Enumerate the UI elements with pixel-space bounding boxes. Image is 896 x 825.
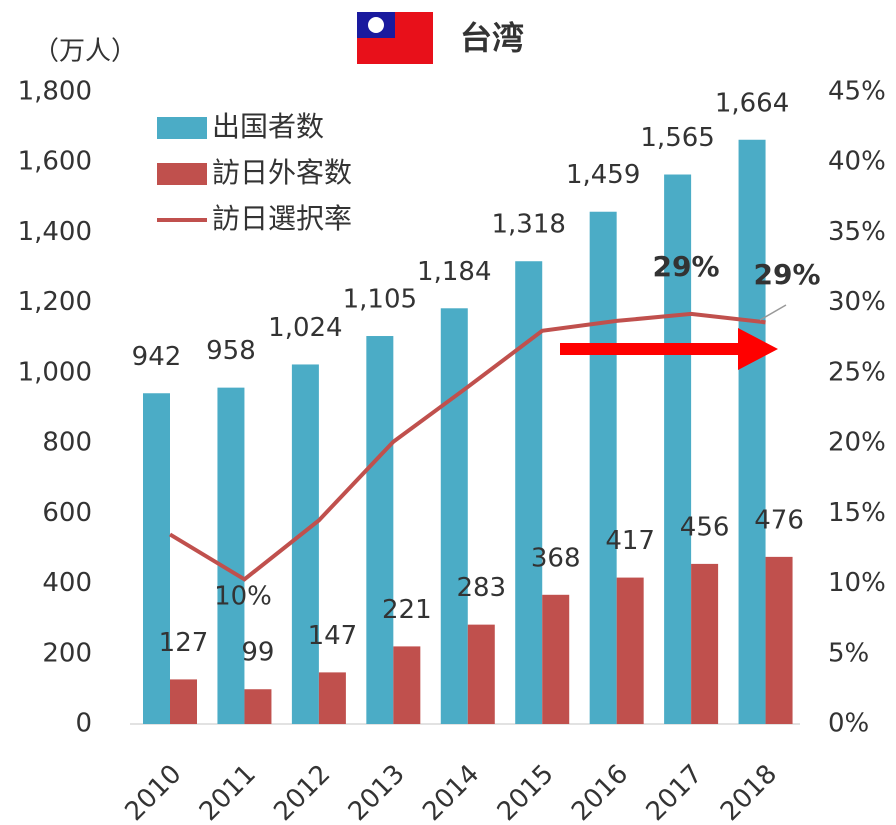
bar (467, 624, 495, 724)
y2-tick-label: 35% (828, 217, 886, 247)
y2-tick-label: 0% (828, 709, 869, 739)
legend-label: 出国者数 (212, 110, 324, 143)
bar-value-label: 456 (680, 512, 730, 542)
bar (589, 211, 617, 724)
y-tick-label: 1,000 (18, 357, 92, 387)
x-tick-label: 2014 (417, 759, 485, 825)
y-tick-label: 1,200 (18, 287, 92, 317)
y-tick-label: 400 (42, 568, 92, 598)
y2-tick-label: 25% (828, 357, 886, 387)
bar-value-label: 147 (308, 621, 358, 651)
bar-value-label: 942 (132, 342, 182, 372)
bar (291, 364, 319, 724)
bar-value-label: 127 (159, 628, 209, 658)
x-tick-label: 2018 (715, 759, 783, 825)
y-tick-label: 1,400 (18, 217, 92, 247)
legend-label: 訪日選択率 (212, 202, 352, 235)
line (168, 311, 766, 582)
y2-tick-label: 5% (828, 638, 869, 668)
y2-tick-label: 20% (828, 428, 886, 458)
bar (170, 679, 197, 724)
bar-value-label: 1,664 (715, 88, 789, 118)
bar-value-label: 1,105 (343, 285, 417, 315)
bar (143, 393, 170, 724)
bar (393, 646, 421, 724)
y2-tick-label: 40% (828, 147, 886, 177)
y2-tick-label: 15% (828, 498, 886, 528)
x-tick-label: 2011 (194, 759, 262, 825)
x-tick-label: 2013 (343, 759, 411, 825)
line-value-label: 10% (214, 582, 272, 612)
bar (616, 577, 644, 724)
x-tick-label: 2017 (641, 759, 709, 825)
y-tick-label: 600 (42, 498, 92, 528)
bar (440, 308, 468, 724)
bar-value-label: 417 (605, 526, 655, 556)
leader-line (759, 304, 787, 321)
legend-swatch (157, 163, 207, 185)
y-tick-label: 1,800 (18, 77, 92, 107)
bar (542, 594, 570, 724)
y-tick-label: 800 (42, 428, 92, 458)
y-tick-label: 200 (42, 638, 92, 668)
y-tick-label: 0 (75, 709, 92, 739)
y2-tick-label: 10% (828, 568, 886, 598)
bar (515, 261, 543, 724)
x-tick-label: 2012 (268, 759, 336, 825)
legend-swatch (157, 117, 207, 139)
flag (357, 12, 433, 64)
bar (691, 563, 719, 724)
bar-value-label: 958 (206, 336, 256, 366)
y2-tick-label: 30% (828, 287, 886, 317)
bar (217, 387, 245, 724)
bar-value-label: 99 (241, 638, 274, 668)
line-value-label: 29% (753, 258, 820, 291)
bar-value-label: 1,024 (268, 313, 342, 343)
bar-value-label: 1,184 (417, 257, 491, 287)
y-axis-label: （万人） (33, 37, 137, 67)
bar-value-label: 221 (382, 595, 432, 625)
bar (765, 556, 793, 724)
chart-title: 台湾 (460, 19, 524, 57)
bar (738, 139, 766, 725)
bar (366, 336, 394, 724)
arrow (560, 328, 778, 370)
bar-value-label: 1,565 (640, 123, 714, 153)
bar (318, 672, 346, 724)
y2-tick-label: 45% (828, 77, 886, 107)
bar-value-label: 368 (531, 543, 581, 573)
bar-value-label: 476 (754, 505, 804, 535)
legend-label: 訪日外客数 (212, 156, 352, 189)
bar (664, 174, 692, 724)
x-tick-label: 2010 (119, 759, 187, 825)
x-tick-label: 2015 (492, 759, 560, 825)
line-value-label: 29% (652, 250, 719, 283)
y-tick-label: 1,600 (18, 147, 92, 177)
bar-value-label: 1,318 (492, 210, 566, 240)
bar-value-label: 283 (456, 573, 506, 603)
bar (244, 689, 272, 724)
bar-value-label: 1,459 (566, 160, 640, 190)
x-tick-label: 2016 (566, 759, 634, 825)
